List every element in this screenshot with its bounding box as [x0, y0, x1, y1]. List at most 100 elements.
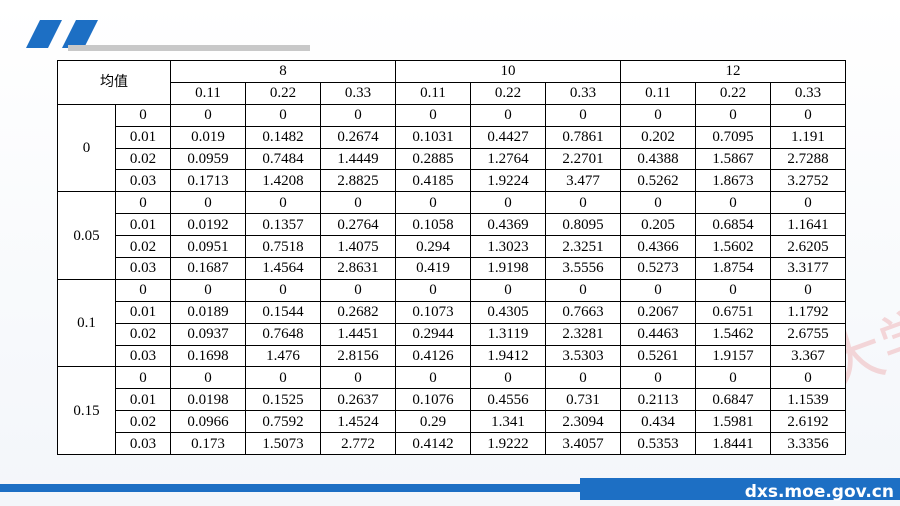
table-row: 0.01 0.019 0.1482 0.2674 0.1031 0.4427 0.7861 0…	[58, 125, 847, 149]
table-cell: 2.6205	[770, 235, 847, 259]
row-group-label: 0.15	[57, 366, 116, 456]
table-cell: 1.9222	[470, 432, 547, 456]
row-group-label: 0.1	[57, 278, 116, 368]
row-label: 0.03	[115, 257, 171, 280]
table-cell: 3.3356	[770, 432, 847, 456]
table-cell: 0.0966	[170, 410, 246, 434]
table-row: 0.02 0.0959 0.7484 1.4449 0.2885 1.2764 2.2701…	[58, 147, 847, 171]
table-cell: 1.9198	[470, 257, 547, 280]
table-cell: 3.5303	[545, 344, 622, 368]
row-label: 0.02	[115, 147, 171, 171]
table-cell: 0	[395, 103, 472, 127]
table-row: 均值 8 10 12	[57, 60, 847, 105]
table-cell: 2.7288	[770, 147, 847, 171]
table-cell: 0.2674	[319, 125, 397, 149]
table-cell: 0.1357	[245, 213, 321, 237]
table-cell: 0.7663	[545, 300, 622, 324]
table-row: 0.01 0.0189 0.1544 0.2682 0.1073 0.4305 0.7663…	[58, 300, 847, 324]
row-label: 0.02	[115, 235, 171, 259]
table-cell: 0	[245, 191, 321, 215]
row-label: 0.01	[115, 213, 171, 237]
table-cell: 0.1482	[245, 125, 321, 149]
row-label: 0.01	[115, 125, 171, 149]
table-cell: 2.2701	[545, 147, 622, 171]
table-cell: 0.0937	[170, 322, 246, 346]
table-row: 0.02 0.0937 0.7648 1.4451 0.2944 1.3119 2.3281…	[58, 322, 847, 346]
table-row: 0.02 0.0966 0.7592 1.4524 0.29 1.341 2.3094 0.4…	[58, 410, 847, 434]
table-cell: 0.7484	[245, 147, 321, 171]
table-cell: 0	[620, 366, 697, 390]
table-cell: 1.5073	[245, 432, 321, 456]
table-cell: 1.8754	[695, 257, 772, 280]
table-cell: 0.29	[395, 410, 472, 434]
table-cell: 1.9224	[470, 169, 547, 193]
table-cell: 0	[545, 191, 622, 215]
row-label: 0	[115, 191, 171, 215]
table-cell: 0.1687	[170, 257, 246, 280]
table-cell: 0.7095	[695, 125, 772, 149]
table-cell: 2.3251	[545, 235, 622, 259]
row-label: 0.02	[115, 410, 171, 434]
row-label: 0.03	[115, 344, 171, 368]
table-cell: 0.1076	[395, 388, 472, 412]
table-cell: 0	[470, 191, 547, 215]
footer-site: dxs.moe.gov.cn	[744, 482, 894, 502]
table-cell: 0.1713	[170, 169, 246, 193]
table-cell: 0	[695, 103, 772, 127]
table-cell: 0.5353	[620, 432, 697, 456]
table-cell: 0	[470, 103, 547, 127]
sub-header: 0.33	[545, 81, 622, 105]
table-cell: 0.731	[545, 388, 622, 412]
table-cell: 0.1525	[245, 388, 321, 412]
table-row: 0.01 0.0192 0.1357 0.2764 0.1058 0.4369 0.8095…	[58, 213, 847, 237]
table-cell: 0	[470, 366, 547, 390]
table-cell: 0.2682	[319, 300, 397, 324]
table-cell: 0.0959	[170, 147, 246, 171]
table-cell: 0.294	[395, 235, 472, 259]
table-cell: 1.1641	[770, 213, 847, 237]
table-cell: 0.4388	[620, 147, 697, 171]
row-label: 0.03	[115, 432, 171, 456]
table-cell: 3.4057	[545, 432, 622, 456]
table-cell: 0	[170, 103, 246, 127]
table-cell: 0	[395, 278, 472, 302]
table-row: 0.03 0.173 1.5073 2.772 0.4142 1.9222 3.4057 0.…	[58, 432, 847, 456]
table-cell: 0.4556	[470, 388, 547, 412]
row-label: 0.01	[115, 388, 171, 412]
table-row: 0.03 0.1713 1.4208 2.8825 0.4185 1.9224 3.477 0…	[58, 169, 847, 193]
table-cell: 0.4366	[620, 235, 697, 259]
row-label: 0	[115, 366, 171, 390]
table-row: 0.01 0.0198 0.1525 0.2637 0.1076 0.4556 0.731 0…	[58, 388, 847, 412]
table-cell: 3.367	[770, 344, 847, 368]
table-cell: 0	[695, 366, 772, 390]
data-table: 均值 8 10 12 0.11 0.22 0.33 0.11 0.22 0.33 0.11 0.22 0…	[57, 60, 847, 456]
sub-header: 0.11	[620, 81, 697, 105]
table-cell: 0.5262	[620, 169, 697, 193]
table-cell: 2.8631	[319, 257, 397, 280]
table-cell: 1.4564	[245, 257, 321, 280]
table-cell: 1.4075	[319, 235, 397, 259]
sub-header: 0.22	[695, 81, 772, 105]
table-cell: 0	[545, 366, 622, 390]
table-cell: 0.1031	[395, 125, 472, 149]
table-cell: 1.4208	[245, 169, 321, 193]
table-cell: 0.4427	[470, 125, 547, 149]
table-cell: 2.3281	[545, 322, 622, 346]
table-cell: 0.2113	[620, 388, 697, 412]
table-cell: 0.4369	[470, 213, 547, 237]
table-cell: 0.6751	[695, 300, 772, 324]
table-cell: 0.5273	[620, 257, 697, 280]
table-cell: 0.7518	[245, 235, 321, 259]
table-cell: 0.2944	[395, 322, 472, 346]
sub-header: 0.11	[170, 81, 246, 105]
row-group-label: 0	[57, 103, 116, 193]
table-cell: 1.1539	[770, 388, 847, 412]
table-cell: 0	[245, 103, 321, 127]
table-cell: 0	[620, 191, 697, 215]
table-cell: 0.1058	[395, 213, 472, 237]
table-cell: 2.6755	[770, 322, 847, 346]
table-cell: 0	[245, 366, 321, 390]
table-cell: 0.7648	[245, 322, 321, 346]
